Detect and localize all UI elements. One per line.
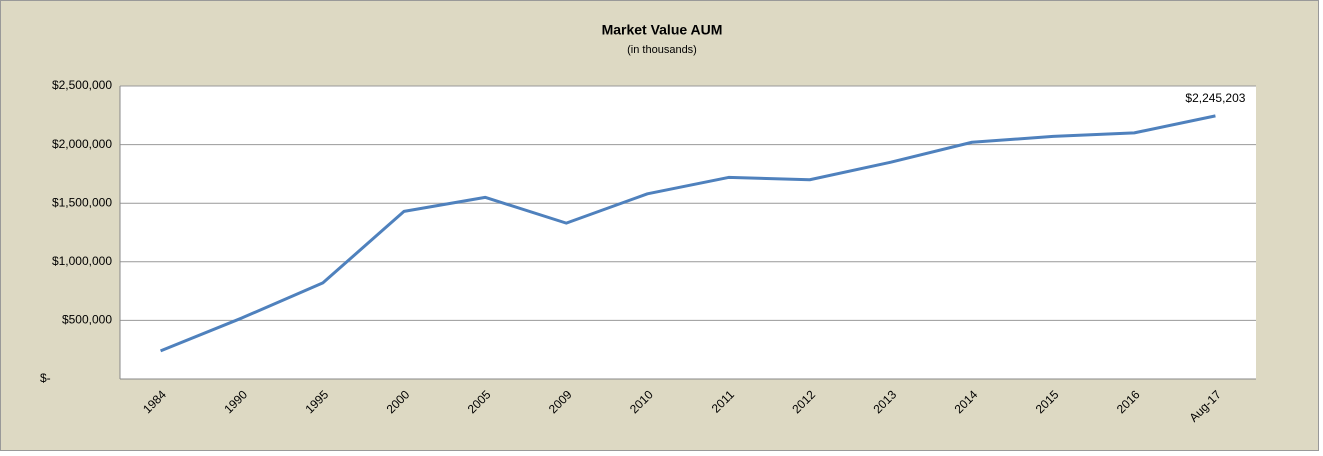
y-tick-label: $1,500,000: [52, 195, 112, 209]
chart-subtitle: (in thousands): [627, 44, 697, 56]
y-tick-label: $500,000: [62, 313, 112, 327]
y-tick-label: $1,000,000: [52, 254, 112, 268]
data-label: $2,245,203: [1185, 91, 1245, 105]
y-tick-label: $2,500,000: [52, 78, 112, 92]
y-tick-label: $-: [40, 371, 51, 385]
plot-area: [120, 86, 1256, 379]
y-tick-label: $2,000,000: [52, 137, 112, 151]
line-series: [160, 114, 1216, 353]
chart-title: Market Value AUM: [602, 22, 723, 38]
